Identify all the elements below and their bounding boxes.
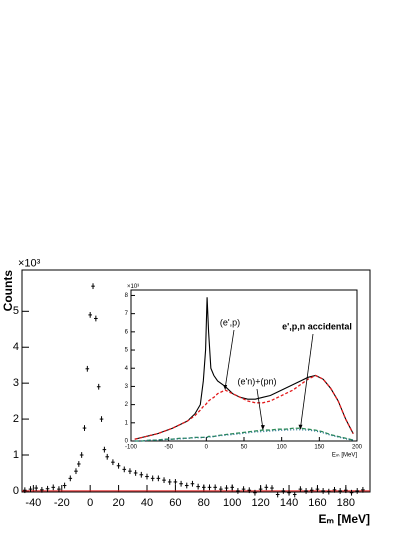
x-tick-label: -100 [125, 445, 138, 451]
y-tick-label: 2 [13, 413, 19, 425]
y-axis-label: Counts [1, 270, 15, 312]
y-tick-label: 6 [125, 329, 129, 335]
y-multiplier: ×10³ [18, 257, 41, 269]
y-multiplier: ×10³ [127, 284, 139, 290]
y-tick-label: 4 [13, 341, 19, 353]
x-tick-label: 0 [87, 497, 93, 509]
plot-frame [130, 289, 358, 442]
y-tick-label: 7 [125, 311, 129, 317]
x-tick-label: 150 [314, 445, 325, 451]
x-tick-label: 200 [352, 445, 363, 451]
y-tick-label: 1 [13, 449, 19, 461]
series-line [134, 429, 354, 442]
annotation-arrow [256, 388, 264, 429]
annotation-arrow [300, 333, 314, 428]
x-tick-label: 20 [112, 497, 124, 509]
x-tick-label: 50 [241, 445, 248, 451]
annotation-arrow [224, 329, 235, 389]
y-tick-label: 3 [13, 377, 19, 389]
y-tick-label: 5 [13, 305, 19, 317]
arrow-head [260, 425, 265, 431]
y-tick-label: 1 [125, 420, 129, 426]
x-axis-label: Eₘ [MeV] [319, 512, 370, 526]
x-tick-label: -50 [164, 445, 173, 451]
x-axis-label: Eₘ [MeV] [332, 452, 357, 458]
x-tick-label: 0 [205, 445, 209, 451]
x-tick-label: 100 [223, 497, 241, 509]
y-tick-label: 8 [125, 293, 129, 299]
y-tick-label: 0 [125, 439, 129, 445]
arrow-head [223, 385, 228, 391]
x-tick-label: 80 [198, 497, 210, 509]
x-tick-label: 160 [308, 497, 326, 509]
annotation: (e',p) [220, 317, 240, 327]
y-tick-label: 2 [125, 402, 129, 408]
arrow-head [298, 424, 303, 430]
y-tick-label: 3 [125, 384, 129, 390]
x-tick-label: 40 [141, 497, 153, 509]
x-tick-label: 140 [280, 497, 298, 509]
annotation: (e'n)+(pn) [238, 376, 277, 386]
x-tick-label: -40 [25, 497, 41, 509]
annotation: e',p,n accidental [282, 321, 352, 331]
y-tick-label: 0 [13, 485, 19, 497]
x-tick-label: 120 [251, 497, 269, 509]
y-tick-label: 5 [125, 348, 129, 354]
x-tick-label: 100 [277, 445, 288, 451]
x-tick-label: 60 [169, 497, 181, 509]
x-tick-label: 180 [337, 497, 355, 509]
x-tick-label: -20 [54, 497, 70, 509]
y-tick-label: 4 [125, 366, 129, 372]
